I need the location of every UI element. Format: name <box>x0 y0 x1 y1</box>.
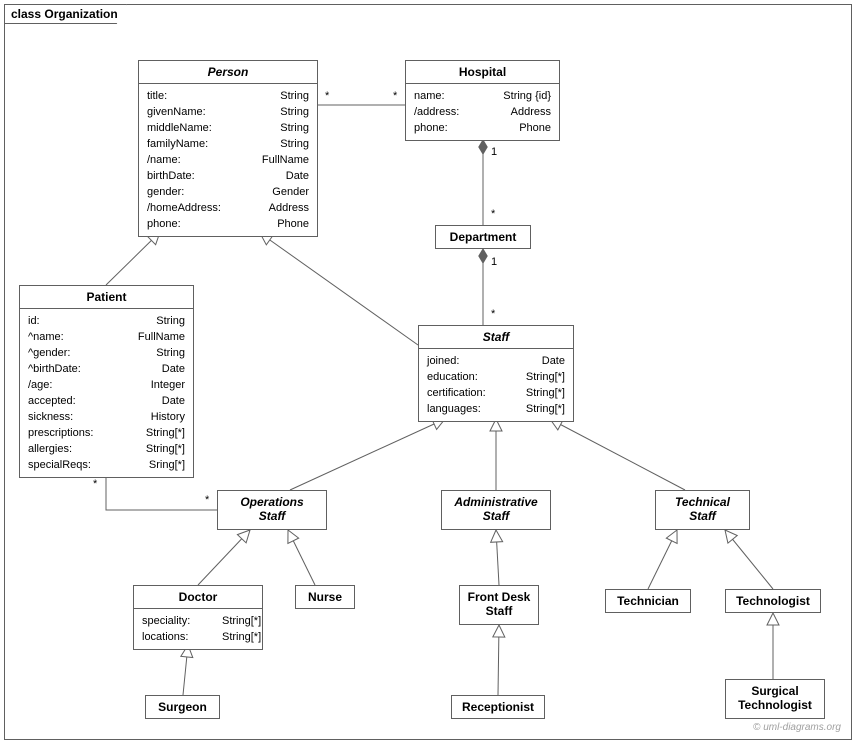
svg-text:1: 1 <box>491 146 497 158</box>
class-name: Nurse <box>296 586 354 608</box>
attr-row: languages:String[*] <box>427 401 565 417</box>
attr-row: joined:Date <box>427 353 565 369</box>
attr-row: /homeAddress:Address <box>147 200 309 216</box>
attr-row: specialReqs:Sring[*] <box>28 457 185 473</box>
class-name: Patient <box>20 286 193 309</box>
svg-text:*: * <box>491 208 496 220</box>
attr-row: speciality:String[*] <box>142 613 254 629</box>
class-receptionist: Receptionist <box>451 695 545 719</box>
class-name: Technologist <box>726 590 820 612</box>
class-person: Persontitle:StringgivenName:Stringmiddle… <box>138 60 318 237</box>
svg-text:*: * <box>93 478 98 490</box>
svg-text:*: * <box>491 308 496 320</box>
svg-text:1: 1 <box>491 256 497 268</box>
class-surgeon: Surgeon <box>145 695 220 719</box>
attr-row: name:String {id} <box>414 88 551 104</box>
attr-row: middleName:String <box>147 120 309 136</box>
attr-row: id:String <box>28 313 185 329</box>
attr-row: phone:Phone <box>147 216 309 232</box>
class-department: Department <box>435 225 531 249</box>
attr-row: /address:Address <box>414 104 551 120</box>
class-patient: Patientid:String^name:FullName^gender:St… <box>19 285 194 478</box>
attr-row: accepted:Date <box>28 393 185 409</box>
attr-row: ^birthDate:Date <box>28 361 185 377</box>
class-name: AdministrativeStaff <box>442 491 550 527</box>
attr-row: ^gender:String <box>28 345 185 361</box>
attr-row: certification:String[*] <box>427 385 565 401</box>
svg-text:*: * <box>393 90 398 102</box>
class-nurse: Nurse <box>295 585 355 609</box>
attr-row: /name:FullName <box>147 152 309 168</box>
class-name: Doctor <box>134 586 262 609</box>
attr-row: phone:Phone <box>414 120 551 136</box>
svg-text:*: * <box>325 90 330 102</box>
class-name: SurgicalTechnologist <box>726 680 824 716</box>
attr-row: /age:Integer <box>28 377 185 393</box>
class-attrs: joined:Dateeducation:String[*]certificat… <box>419 349 573 421</box>
class-name: Receptionist <box>452 696 544 718</box>
class-name: Department <box>436 226 530 248</box>
attr-row: ^name:FullName <box>28 329 185 345</box>
class-technician: Technician <box>605 589 691 613</box>
class-attrs: title:StringgivenName:StringmiddleName:S… <box>139 84 317 236</box>
class-name: Staff <box>419 326 573 349</box>
attr-row: education:String[*] <box>427 369 565 385</box>
class-hospital: Hospitalname:String {id}/address:Address… <box>405 60 560 141</box>
attr-row: allergies:String[*] <box>28 441 185 457</box>
attr-row: prescriptions:String[*] <box>28 425 185 441</box>
class-name: Technician <box>606 590 690 612</box>
class-staff: Staffjoined:Dateeducation:String[*]certi… <box>418 325 574 422</box>
uml-frame: class Organization 1 * 1 * * * * * © uml-diagra… <box>4 4 852 740</box>
attr-row: gender:Gender <box>147 184 309 200</box>
class-surgtech: SurgicalTechnologist <box>725 679 825 719</box>
attr-row: familyName:String <box>147 136 309 152</box>
attr-row: title:String <box>147 88 309 104</box>
svg-text:*: * <box>205 494 210 506</box>
class-techstaff: TechnicalStaff <box>655 490 750 530</box>
class-name: Person <box>139 61 317 84</box>
class-name: Front DeskStaff <box>460 586 538 622</box>
class-attrs: name:String {id}/address:Addressphone:Ph… <box>406 84 559 140</box>
class-frontdesk: Front DeskStaff <box>459 585 539 625</box>
watermark: © uml-diagrams.org <box>753 722 841 733</box>
class-name: TechnicalStaff <box>656 491 749 527</box>
class-technologist: Technologist <box>725 589 821 613</box>
class-attrs: speciality:String[*]locations:String[*] <box>134 609 262 649</box>
class-opstaff: OperationsStaff <box>217 490 327 530</box>
class-attrs: id:String^name:FullName^gender:String^bi… <box>20 309 193 477</box>
attr-row: birthDate:Date <box>147 168 309 184</box>
attr-row: sickness:History <box>28 409 185 425</box>
class-name: Surgeon <box>146 696 219 718</box>
frame-label: class Organization <box>4 4 127 24</box>
class-adminstaff: AdministrativeStaff <box>441 490 551 530</box>
class-name: Hospital <box>406 61 559 84</box>
attr-row: locations:String[*] <box>142 629 254 645</box>
class-doctor: Doctorspeciality:String[*]locations:Stri… <box>133 585 263 650</box>
attr-row: givenName:String <box>147 104 309 120</box>
class-name: OperationsStaff <box>218 491 326 527</box>
